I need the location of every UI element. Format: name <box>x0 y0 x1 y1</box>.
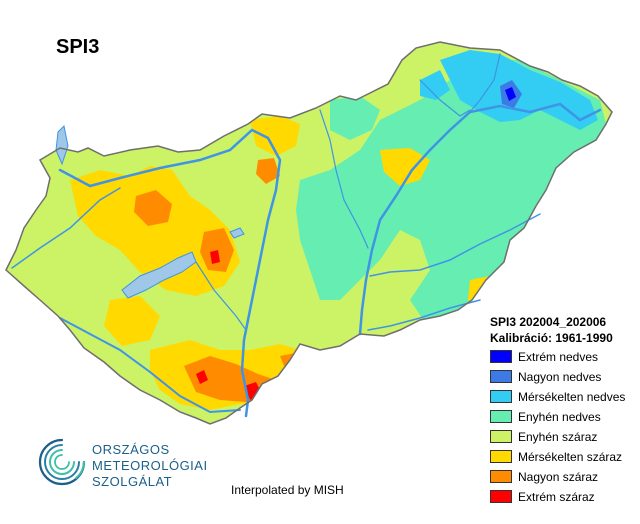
legend-item: Extrém száraz <box>490 487 638 506</box>
legend-item: Nagyon nedves <box>490 367 638 386</box>
legend-label: Extrém száraz <box>518 489 595 504</box>
region-very-dry-center <box>200 228 234 272</box>
region-extreme-wet <box>505 87 516 101</box>
river-koros <box>369 213 541 277</box>
logo-line-3: SZOLGÁLAT <box>92 474 173 489</box>
legend-swatch <box>490 410 512 423</box>
legend-swatch <box>490 370 512 383</box>
region-moderate-dry-center <box>380 148 430 186</box>
map-title: SPI3 <box>56 36 100 58</box>
legend-item: Mérsékelten száraz <box>490 447 638 466</box>
legend-label: Mérsékelten nedves <box>518 389 626 404</box>
legend: SPI3 202004_202006 Kalibráció: 1961-1990… <box>490 314 638 506</box>
river-sio <box>195 261 247 331</box>
lake-ferto <box>55 124 69 166</box>
river-layer <box>11 53 602 418</box>
region-very-dry-west <box>134 190 172 226</box>
country-border <box>5 41 613 425</box>
legend-calibration: Kalibráció: 1961-1990 <box>490 331 613 345</box>
legend-swatch <box>490 490 512 503</box>
region-light-wet-north <box>330 96 380 140</box>
river-danube <box>58 128 282 418</box>
region-moderate-dry-se <box>468 276 500 310</box>
legend-item: Extrém nedves <box>490 347 638 366</box>
logo-line-2: METEOROLÓGIAI <box>92 458 208 473</box>
river-raba <box>11 187 121 269</box>
legend-items: Extrém nedves Nagyon nedves Mérsékelten ne… <box>490 347 638 506</box>
legend-label: Enyhén száraz <box>518 429 598 444</box>
region-extreme-dry-a <box>210 250 220 264</box>
credit-text: Interpolated by MISH <box>231 483 344 497</box>
legend-swatch <box>490 350 512 363</box>
omsz-swirl-icon <box>38 438 86 486</box>
legend-label: Extrém nedves <box>518 349 599 364</box>
legend-item: Mérsékelten nedves <box>490 387 638 406</box>
logo-line-1: ORSZÁGOS <box>92 442 170 457</box>
river-maros <box>367 299 481 331</box>
region-light-wet-east <box>296 60 610 330</box>
legend-swatch <box>490 450 512 463</box>
legend-label: Nagyon nedves <box>518 369 602 384</box>
legend-swatch <box>490 430 512 443</box>
river-drava <box>59 317 241 414</box>
legend-label: Mérsékelten száraz <box>518 449 623 464</box>
river-zagyva <box>319 109 369 249</box>
river-hernad <box>469 53 501 113</box>
region-moderate-wet-b <box>420 70 450 100</box>
omsz-logo: ORSZÁGOS METEOROLÓGIAI SZOLGÁLAT <box>36 436 236 496</box>
region-moderate-dry-north <box>250 116 300 156</box>
lake-velence <box>229 227 245 239</box>
region-very-dry-north <box>256 158 280 184</box>
legend-swatch <box>490 390 512 403</box>
legend-item: Enyhén száraz <box>490 427 638 446</box>
legend-heading: SPI3 202004_202006 <box>490 315 607 329</box>
region-extreme-dry-c <box>196 370 208 384</box>
river-sajo <box>419 79 471 117</box>
legend-item: Nagyon száraz <box>490 467 638 486</box>
river-tisza <box>358 102 602 336</box>
region-moderate-dry-sw <box>104 296 160 346</box>
legend-item: Enyhén nedves <box>490 407 638 426</box>
legend-label: Enyhén nedves <box>518 409 601 424</box>
legend-swatch <box>490 470 512 483</box>
logo-text: ORSZÁGOS METEOROLÓGIAI SZOLGÁLAT <box>92 442 208 490</box>
legend-label: Nagyon száraz <box>518 469 599 484</box>
